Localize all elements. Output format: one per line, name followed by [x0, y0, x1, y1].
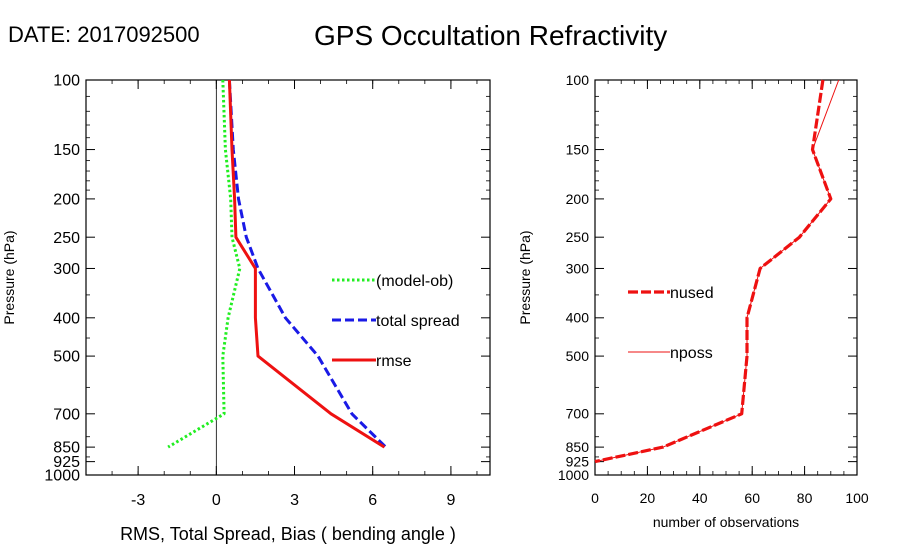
- panel-2-y-tick-label: 300: [566, 260, 590, 276]
- panel-2-x-tick-label: 60: [744, 490, 760, 506]
- panel-1-y-tick-label: 700: [53, 406, 80, 423]
- panel-1-y-tick-label: 100: [53, 73, 80, 90]
- panel-1-legend-label: rmse: [376, 353, 412, 370]
- panel-2-x-tick-label: 40: [692, 490, 708, 506]
- panel-1-y-tick-label: 500: [53, 349, 80, 366]
- panel-2-x-tick-label: 100: [845, 490, 869, 506]
- panel-1-y-tick-label: 1000: [44, 468, 80, 485]
- panel-2-y-tick-label: 850: [566, 439, 590, 455]
- panel-1-y-axis-label: Pressure (hPa): [1, 230, 17, 324]
- date-label: DATE: 2017092500: [8, 22, 200, 47]
- panel-1-legend-label: total spread: [376, 313, 460, 330]
- panel-1-x-tick-label: 0: [212, 492, 221, 509]
- panel-2-y-tick-label: 500: [566, 348, 590, 364]
- panel-2-y-tick-label: 700: [566, 406, 590, 422]
- panel-1-y-tick-label: 150: [53, 142, 80, 159]
- panel-2-series-nused: [594, 79, 833, 464]
- panel-2-y-axis-label: Pressure (hPa): [517, 230, 533, 324]
- panel-2-series-nposs: [594, 79, 840, 463]
- panel-2-y-tick-label: 925: [566, 454, 590, 470]
- panel-2-x-tick-label: 0: [591, 490, 599, 506]
- panel-1-series-rmse: [227, 79, 386, 449]
- panel-2-legend-label: nposs: [670, 345, 713, 362]
- chart-title: GPS Occultation Refractivity: [314, 20, 668, 51]
- panel-2-y-tick-label: 1000: [558, 467, 589, 483]
- panel-1-y-tick-label: 925: [53, 454, 80, 471]
- panel-1-x-tick-label: -3: [131, 492, 145, 509]
- panel-2-x-tick-label: 20: [640, 490, 656, 506]
- panel-1-y-tick-label: 200: [53, 192, 80, 209]
- panel-1-y-tick-label: 250: [53, 230, 80, 247]
- panel-1-legend-label: (model-ob): [376, 273, 453, 290]
- panel-2-y-tick-label: 100: [566, 72, 590, 88]
- panel-1-x-axis-label: RMS, Total Spread, Bias ( bending angle …: [120, 524, 456, 544]
- panel-1-series-total-spread: [227, 79, 387, 449]
- panel-2-frame: [594, 79, 858, 476]
- panel-2-x-axis-label: number of observations: [653, 514, 799, 530]
- panel-1-series-model-ob: [167, 79, 242, 449]
- panel-2-y-tick-label: 200: [566, 191, 590, 207]
- panel-1-y-tick-label: 300: [53, 261, 80, 278]
- panel-1-y-tick-label: 850: [53, 440, 80, 457]
- panel-2-y-tick-label: 150: [566, 141, 590, 157]
- panel-1-x-tick-label: 9: [446, 492, 455, 509]
- panel-2-y-tick-label: 400: [566, 310, 590, 326]
- panel-1-x-tick-label: 3: [290, 492, 299, 509]
- panel-2-x-tick-label: 80: [797, 490, 813, 506]
- panel-1-y-tick-label: 400: [53, 310, 80, 327]
- panel-2-y-tick-label: 250: [566, 229, 590, 245]
- panel-1-x-tick-label: 6: [368, 492, 377, 509]
- panel-2-legend-label: nused: [670, 285, 714, 302]
- panel-1-frame: [85, 79, 491, 476]
